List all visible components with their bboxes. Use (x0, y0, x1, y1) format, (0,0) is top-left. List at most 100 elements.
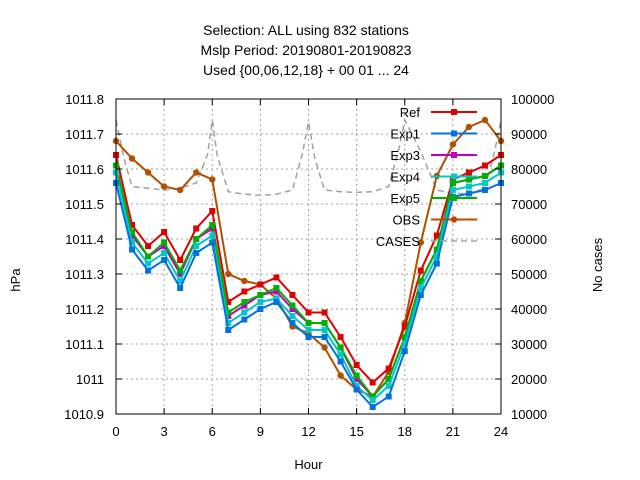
x-tick-label: 12 (301, 424, 315, 439)
legend-marker (451, 152, 457, 158)
data-point (417, 285, 424, 291)
data-point (177, 278, 184, 284)
data-point (417, 278, 424, 284)
data-point (129, 246, 136, 253)
data-point (449, 141, 457, 148)
data-point (337, 334, 344, 340)
legend-label: Exp4 (390, 170, 420, 185)
y-tick-label: 1011.5 (65, 197, 104, 212)
data-point (321, 320, 328, 326)
y2-tick-label: 10000 (511, 407, 547, 422)
data-point (321, 309, 328, 316)
data-point (353, 376, 360, 382)
data-point (417, 267, 424, 274)
data-point (305, 334, 312, 340)
data-point (449, 187, 456, 193)
data-point (481, 187, 488, 193)
data-point (433, 260, 440, 267)
y2-tick-label: 30000 (511, 337, 547, 352)
data-point (321, 327, 328, 333)
legend-label: Exp5 (390, 191, 420, 206)
x-tick-label: 9 (257, 424, 264, 439)
x-tick-label: 6 (209, 424, 216, 439)
data-point (177, 267, 184, 274)
data-point (433, 246, 440, 253)
data-point (145, 267, 152, 274)
data-point (321, 334, 328, 340)
legend-label: CASES (376, 234, 420, 249)
data-point (465, 169, 472, 176)
data-point (369, 379, 376, 386)
series-exp5 (113, 162, 504, 400)
data-point (289, 320, 296, 326)
data-point (481, 173, 488, 179)
y2-tick-label: 70000 (511, 197, 547, 212)
data-point (161, 229, 168, 235)
data-point (129, 229, 136, 235)
y2-tick-label: 100000 (511, 92, 554, 107)
data-point (225, 299, 232, 305)
legend-label: Ref (400, 105, 421, 120)
data-point (369, 404, 376, 410)
data-point (145, 260, 152, 267)
series-exp1 (113, 180, 504, 410)
x-tick-label: 24 (494, 424, 508, 439)
data-point (176, 186, 184, 194)
y2-tick-label: 20000 (511, 372, 547, 387)
data-point (465, 190, 472, 197)
y-axis-label: hPa (8, 268, 23, 292)
data-point (273, 295, 280, 302)
data-point (289, 302, 296, 309)
data-point (257, 299, 264, 305)
data-point (129, 239, 136, 246)
x-tick-label: 15 (349, 424, 363, 439)
y2-tick-label: 80000 (511, 162, 547, 177)
x-tick-label: 18 (398, 424, 412, 439)
data-point (337, 351, 344, 358)
data-point (241, 277, 248, 285)
data-point (241, 288, 248, 295)
data-point (145, 243, 152, 249)
data-point (353, 383, 360, 389)
data-point (144, 169, 152, 176)
data-point (433, 253, 440, 260)
y2-tick-label: 50000 (511, 267, 547, 282)
legend-marker (451, 130, 457, 137)
data-point (401, 323, 408, 330)
data-point (257, 281, 264, 288)
data-point (225, 313, 232, 319)
data-point (353, 362, 360, 368)
y2-tick-label: 60000 (511, 232, 547, 247)
data-point (129, 232, 136, 239)
data-point (289, 306, 296, 312)
y-tick-label: 1011.7 (65, 127, 104, 142)
x-tick-label: 3 (161, 424, 168, 439)
data-point (193, 250, 200, 256)
data-point (177, 285, 184, 291)
y2-axis-label: No cases (590, 237, 605, 292)
data-point (305, 320, 312, 326)
y-tick-label: 1011.3 (65, 267, 104, 282)
title-line: Used {00,06,12,18} + 00 01 ... 24 (203, 62, 409, 78)
data-point (160, 183, 168, 190)
y-tick-label: 1011 (76, 372, 104, 387)
data-point (417, 292, 424, 298)
data-point (161, 243, 168, 249)
data-point (193, 236, 200, 242)
y-tick-label: 1011.1 (65, 337, 104, 352)
legend-marker (451, 109, 457, 115)
legend-marker (451, 173, 457, 180)
data-point (177, 257, 184, 263)
legend-label: Exp1 (390, 127, 420, 142)
data-point (209, 208, 216, 214)
data-point (241, 316, 248, 323)
data-point (401, 334, 408, 340)
y-tick-label: 1010.9 (64, 407, 104, 422)
data-point (465, 123, 473, 131)
data-point (225, 270, 232, 278)
data-point (385, 393, 392, 400)
data-point (273, 299, 280, 305)
data-point (225, 309, 232, 316)
legend-marker (450, 216, 458, 223)
data-point (209, 232, 216, 239)
